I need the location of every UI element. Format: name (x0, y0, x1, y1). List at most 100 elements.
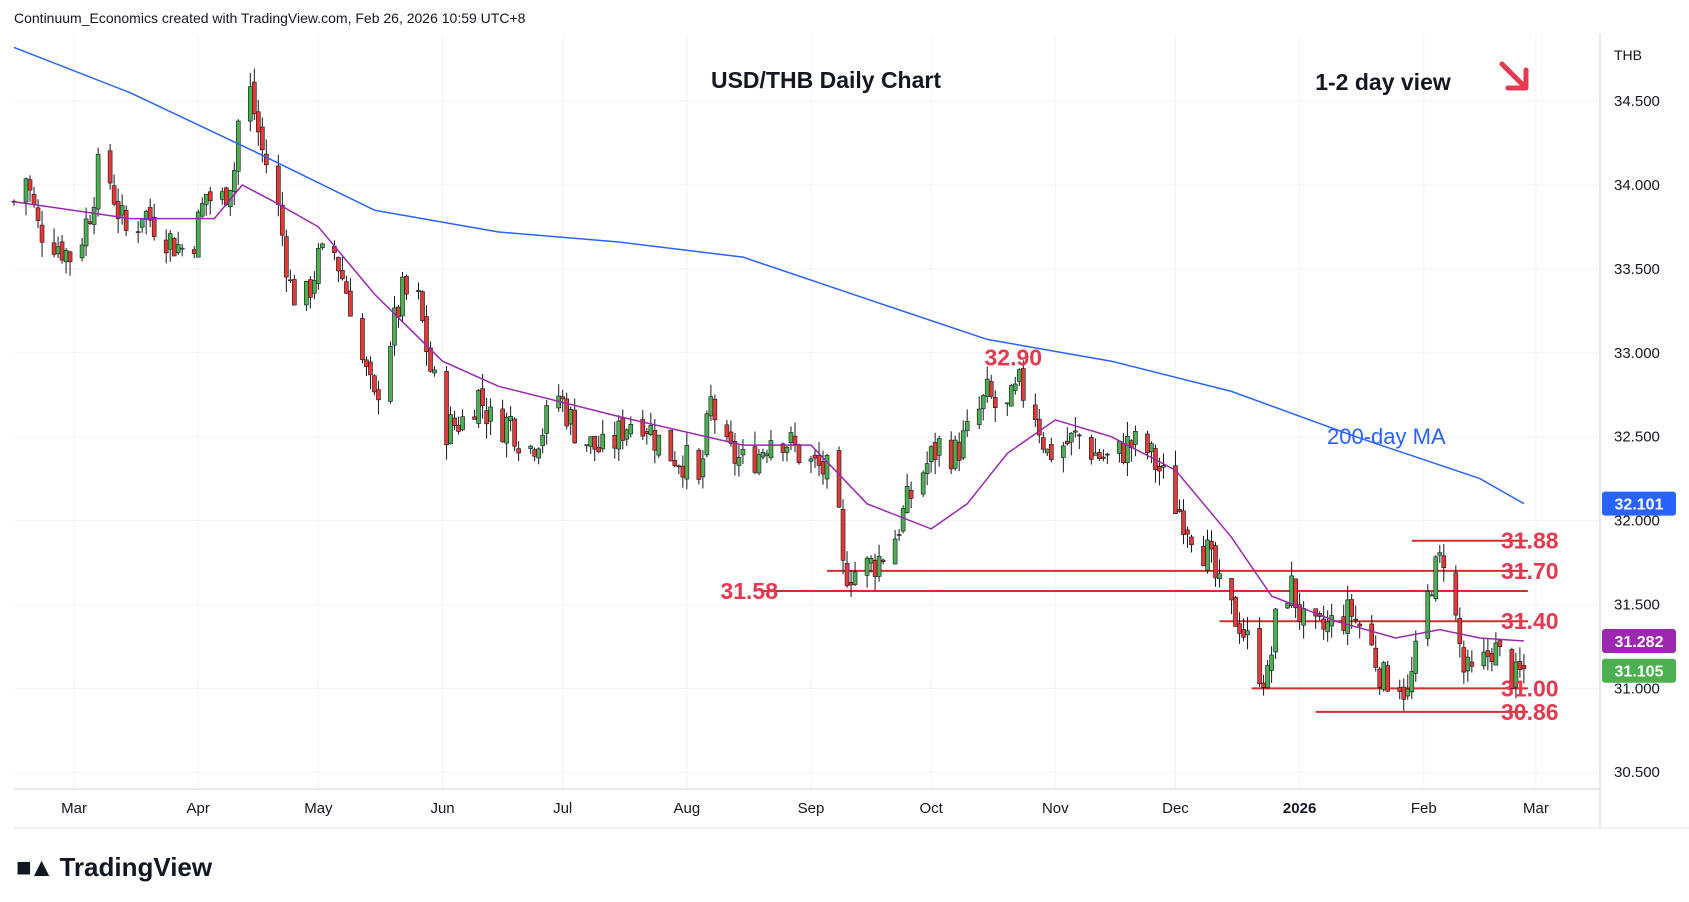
candle (171, 237, 177, 257)
ma20-line (13, 184, 1524, 642)
tradingview-logo: ■▲ TradingView (16, 852, 212, 883)
candle (1133, 425, 1138, 457)
candle (264, 139, 269, 174)
candle (1437, 545, 1443, 563)
candle-body (1049, 444, 1054, 461)
candle-body (203, 193, 209, 205)
candle-body (256, 111, 261, 133)
candle (444, 366, 449, 460)
candle-body (512, 418, 517, 447)
candle (1012, 376, 1018, 395)
candle (488, 398, 493, 436)
candle (1213, 541, 1218, 587)
candle-body (1493, 642, 1499, 666)
candle-body (55, 246, 61, 255)
candle (416, 282, 421, 300)
candle (1173, 450, 1178, 514)
candle (1093, 438, 1098, 456)
candle (448, 406, 453, 445)
candle (1293, 578, 1298, 619)
candle (256, 99, 261, 146)
candle (348, 278, 353, 317)
candle-body (592, 435, 598, 450)
y-tick-label: 33.500 (1614, 261, 1660, 278)
candle (908, 481, 914, 509)
candle-body (1032, 404, 1038, 420)
candle (1341, 604, 1346, 635)
candle-body (712, 398, 718, 421)
candle-body (476, 390, 481, 424)
candle-body (424, 316, 429, 352)
candle (892, 530, 898, 565)
candle (864, 556, 870, 588)
candle (123, 205, 129, 236)
candle (676, 464, 682, 475)
candle-body (840, 509, 846, 561)
candle (280, 191, 285, 247)
candle-body (1349, 599, 1354, 617)
candle-body (360, 318, 365, 361)
candle (880, 558, 886, 565)
candle (1465, 649, 1471, 682)
candle (227, 189, 233, 216)
candle (1073, 417, 1078, 438)
candle-body (1429, 594, 1435, 597)
candles (11, 68, 1527, 711)
candle-body (640, 419, 646, 437)
candle (392, 295, 397, 356)
candle-body (572, 409, 578, 444)
candle-body (288, 279, 293, 282)
candle-body (1061, 445, 1066, 458)
candle-body (652, 430, 658, 451)
candle-body (1089, 437, 1094, 460)
candle-body (768, 440, 774, 459)
candle (504, 412, 509, 458)
candle (107, 144, 113, 190)
level-label: 30.86 (1501, 699, 1559, 725)
candle-body (728, 431, 734, 444)
candle-body (480, 388, 485, 406)
candle-body (312, 279, 317, 294)
candle (476, 388, 481, 429)
candle-body (1125, 436, 1130, 464)
candle (1373, 635, 1379, 672)
candle (536, 447, 541, 465)
candle (55, 236, 61, 259)
candle (1469, 650, 1475, 673)
candle (1521, 654, 1527, 684)
y-tick-label: 32.000 (1614, 513, 1660, 530)
candle (1289, 561, 1294, 609)
candle-body (784, 446, 790, 453)
candle-body (960, 430, 966, 459)
x-tick-label: Sep (798, 800, 825, 817)
candle-body (984, 378, 990, 397)
candle (1377, 666, 1383, 696)
candle-body (628, 424, 634, 435)
candle-body (1201, 546, 1206, 567)
candle (668, 429, 674, 462)
candle (316, 243, 321, 290)
candle-body (540, 434, 545, 446)
candle (1237, 612, 1242, 644)
candle-body (460, 416, 465, 431)
price-badge-text: 31.105 (1615, 664, 1664, 681)
candle-body (880, 559, 886, 563)
candle-body (908, 489, 914, 499)
level-lines (762, 539, 1528, 713)
candle-body (864, 557, 870, 576)
candle (179, 243, 185, 257)
candle-body (620, 417, 626, 441)
candle (1461, 640, 1467, 684)
candle (1265, 660, 1270, 690)
candle-body (904, 486, 910, 513)
candle (452, 410, 457, 431)
candle-body (175, 244, 181, 253)
candle (948, 431, 954, 475)
candle-body (1457, 617, 1463, 644)
level-label: 31.00 (1501, 675, 1559, 701)
arrow-down-right-icon (1499, 61, 1529, 91)
candle (696, 448, 702, 485)
candle-body (900, 508, 906, 532)
candle (700, 450, 706, 489)
candle (1257, 617, 1262, 688)
